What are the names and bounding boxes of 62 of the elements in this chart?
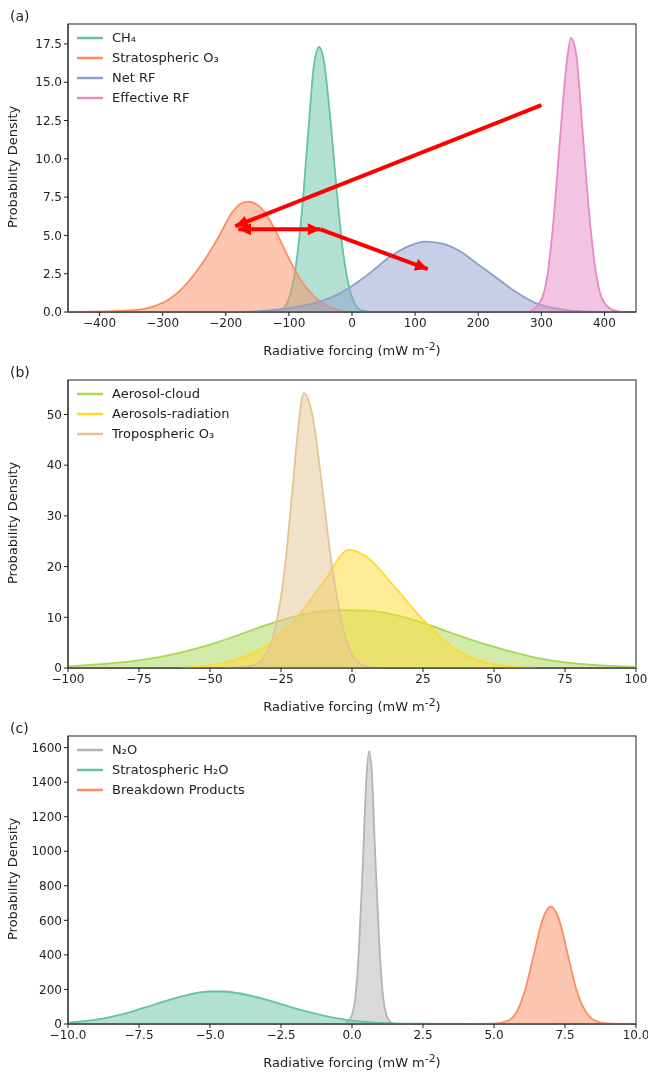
- y-tick-label: 0.0: [42, 305, 62, 320]
- legend-label: Net RF: [112, 69, 156, 87]
- chart-title: (b): [10, 364, 30, 380]
- x-tick-label: 100: [624, 671, 648, 686]
- x-tick-label: −300: [146, 315, 180, 330]
- y-tick-label: 1400: [31, 775, 62, 790]
- legend-label: Aerosols-radiation: [112, 405, 230, 423]
- x-tick-label: 75: [557, 671, 573, 686]
- x-tick-label: 7.5: [555, 1027, 575, 1042]
- x-tick-label: −200: [209, 315, 243, 330]
- x-tick-label: −400: [83, 315, 117, 330]
- x-tick-label: −75: [126, 671, 152, 686]
- legend-label: Stratospheric O₃: [112, 49, 219, 67]
- y-tick-label: 5.0: [42, 228, 62, 243]
- x-tick-label: −2.5: [266, 1027, 296, 1042]
- x-tick-label: −5.0: [195, 1027, 225, 1042]
- x-tick-label: 0: [348, 315, 356, 330]
- legend-label: CH₄: [112, 29, 137, 47]
- y-tick-label: 10.0: [35, 152, 62, 167]
- y-tick-label: 400: [39, 948, 62, 963]
- x-axis-title: Radiative forcing (mW m$^{-2}$): [262, 1052, 442, 1071]
- x-tick-label: 50: [486, 671, 502, 686]
- legend-label: Breakdown Products: [112, 781, 245, 799]
- x-tick-label: 200: [466, 315, 490, 330]
- y-tick-label: 600: [39, 913, 62, 928]
- y-tick-label: 1600: [31, 740, 62, 755]
- x-tick-label: 10.0: [622, 1027, 650, 1042]
- chart-title: (c): [10, 720, 29, 736]
- legend-label: Effective RF: [112, 89, 190, 107]
- y-tick-label: 200: [39, 982, 62, 997]
- x-axis-title: Radiative forcing (mW m$^{-2}$): [262, 696, 442, 715]
- x-tick-label: 300: [529, 315, 553, 330]
- y-tick-label: 50: [46, 407, 62, 422]
- y-tick-label: 1000: [31, 844, 62, 859]
- x-tick-label: −25: [268, 671, 294, 686]
- y-tick-label: 2.5: [42, 266, 62, 281]
- y-tick-label: 10: [46, 610, 62, 625]
- x-tick-label: −7.5: [124, 1027, 154, 1042]
- chart-title: (a): [10, 8, 30, 24]
- x-tick-label: 100: [403, 315, 427, 330]
- x-tick-label: −50: [197, 671, 223, 686]
- x-tick-label: 25: [415, 671, 431, 686]
- x-tick-label: 2.5: [413, 1027, 433, 1042]
- legend-label: Aerosol-cloud: [112, 385, 200, 403]
- x-tick-label: 0.0: [342, 1027, 362, 1042]
- legend-label: N₂O: [112, 741, 138, 759]
- y-tick-label: 1200: [31, 809, 62, 824]
- y-tick-label: 17.5: [35, 37, 62, 52]
- y-tick-label: 30: [46, 509, 62, 524]
- x-axis-title: Radiative forcing (mW m$^{-2}$): [262, 340, 442, 359]
- x-tick-label: 5.0: [484, 1027, 504, 1042]
- legend-label: Stratospheric H₂O: [112, 761, 229, 779]
- y-tick-label: 15.0: [35, 75, 62, 90]
- y-tick-label: 800: [39, 879, 62, 894]
- legend-label: Tropospheric O₃: [112, 425, 215, 443]
- y-tick-label: 40: [46, 458, 62, 473]
- x-tick-label: 0: [348, 671, 356, 686]
- y-tick-label: 7.5: [42, 190, 62, 205]
- x-tick-label: 400: [592, 315, 616, 330]
- y-tick-label: 20: [46, 559, 62, 574]
- y-tick-label: 12.5: [35, 113, 62, 128]
- x-tick-label: −100: [272, 315, 306, 330]
